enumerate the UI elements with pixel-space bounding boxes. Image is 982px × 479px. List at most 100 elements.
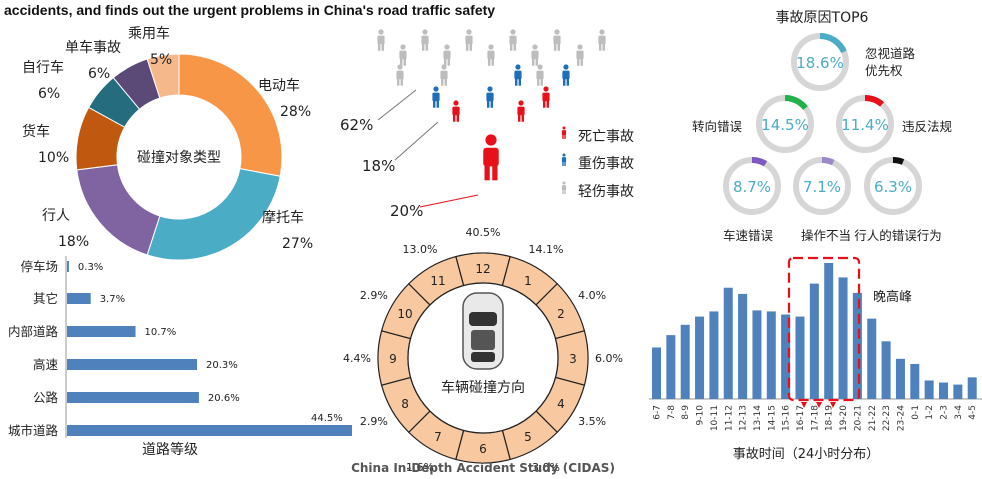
time-bar [652, 347, 661, 399]
person-head [562, 181, 566, 185]
pointer-line [394, 121, 439, 161]
cause-ring-fill [819, 33, 847, 54]
time-bar [895, 358, 905, 399]
clock-sector-number: 9 [389, 352, 397, 366]
time-bar [953, 384, 963, 399]
severity-value: 20% [390, 202, 423, 220]
car-rear-window [471, 352, 495, 362]
clock-sector-number: 12 [475, 262, 490, 276]
clock-sector-number: 2 [557, 307, 565, 321]
road-value: 3.7% [100, 294, 125, 305]
person-leg [443, 58, 447, 66]
time-bar [809, 283, 819, 399]
pointer-line [377, 89, 417, 121]
donut-slice-label: 行人 [42, 208, 70, 224]
person-icon [421, 29, 429, 51]
person-head [444, 44, 450, 50]
time-tick-label: 10-11 [710, 405, 720, 431]
road-category: 城市道路 [8, 423, 59, 438]
donut-slice-value: 27% [282, 236, 313, 252]
time-tick-label: 19-20 [839, 405, 849, 431]
road-category: 公路 [33, 390, 59, 405]
person-head [554, 29, 560, 35]
person-icon [553, 29, 561, 51]
person-icon [514, 64, 522, 86]
road-bar [67, 392, 199, 403]
cause-label: 操作不当 [801, 228, 851, 243]
peak-markers [801, 402, 836, 408]
person-head [563, 64, 569, 70]
time-tick-label: 17-18 [810, 405, 820, 431]
time-tick-label: 0-1 [911, 405, 921, 420]
time-tick-label: 20-21 [853, 405, 863, 431]
person-leg [447, 58, 451, 66]
time-bar [695, 316, 705, 399]
time-bar [924, 380, 934, 399]
person-head [422, 29, 428, 35]
donut-slice-value: 28% [280, 104, 311, 120]
time-bar [838, 277, 848, 399]
time-tick-label: 3-4 [954, 405, 964, 420]
person-head [487, 86, 493, 92]
person-leg [484, 164, 490, 181]
person-head [532, 44, 538, 50]
time-bar [723, 287, 733, 399]
time-tick-label: 12-13 [739, 405, 749, 431]
road-bar [67, 261, 69, 272]
person-icon [486, 86, 494, 108]
donut-slice-label: 自行车 [22, 59, 64, 76]
car-windshield [469, 312, 497, 326]
time-bar [709, 311, 719, 399]
person-body [396, 70, 404, 80]
person-icon [517, 100, 525, 122]
person-leg [396, 78, 400, 86]
cause-value: 6.3% [874, 178, 912, 196]
person-body [443, 50, 451, 60]
person-body [553, 35, 561, 45]
person-leg [562, 134, 564, 139]
time-bar [795, 316, 805, 399]
person-body [377, 35, 385, 45]
person-leg [542, 100, 546, 108]
person-body [598, 35, 606, 45]
person-leg [377, 43, 381, 51]
person-leg [400, 78, 404, 86]
person-head [510, 29, 516, 35]
person-leg [456, 114, 460, 122]
time-tick-label: 6-7 [653, 405, 663, 420]
time-tick-label: 22-23 [882, 405, 892, 431]
donut-slice [146, 53, 180, 99]
person-head [488, 44, 494, 50]
person-icon [542, 86, 550, 108]
cause-value: 7.1% [803, 178, 841, 196]
person-leg [432, 100, 436, 108]
person-body [542, 92, 550, 102]
person-leg [452, 114, 456, 122]
person-leg [580, 58, 584, 66]
time-bar [967, 377, 977, 399]
road-value: 0.3% [78, 262, 103, 273]
person-head [518, 100, 524, 106]
person-leg [513, 43, 517, 51]
clock-sector-value: 4.0% [578, 289, 606, 302]
person-leg [421, 43, 425, 51]
person-leg [535, 58, 539, 66]
donut-slice [178, 53, 283, 177]
person-head [400, 44, 406, 50]
person-leg [557, 43, 561, 51]
cause-value: 8.7% [733, 178, 771, 196]
donut-slice [146, 168, 281, 261]
person-leg [564, 189, 566, 194]
severity-value: 18% [362, 157, 395, 175]
person-body [509, 35, 517, 45]
time-tick-label: 16-17 [796, 405, 806, 431]
person-body [517, 106, 525, 116]
clock-center-label: 车辆碰撞方向 [441, 379, 525, 396]
time-bar [781, 314, 791, 399]
clock-sector-value: 40.5% [466, 226, 501, 239]
person-icon [440, 64, 448, 86]
person-leg [399, 58, 403, 66]
person-head [577, 44, 583, 50]
cause-value: 14.5% [761, 116, 809, 134]
headline: accidents, and finds out the urgent prob… [4, 2, 496, 18]
